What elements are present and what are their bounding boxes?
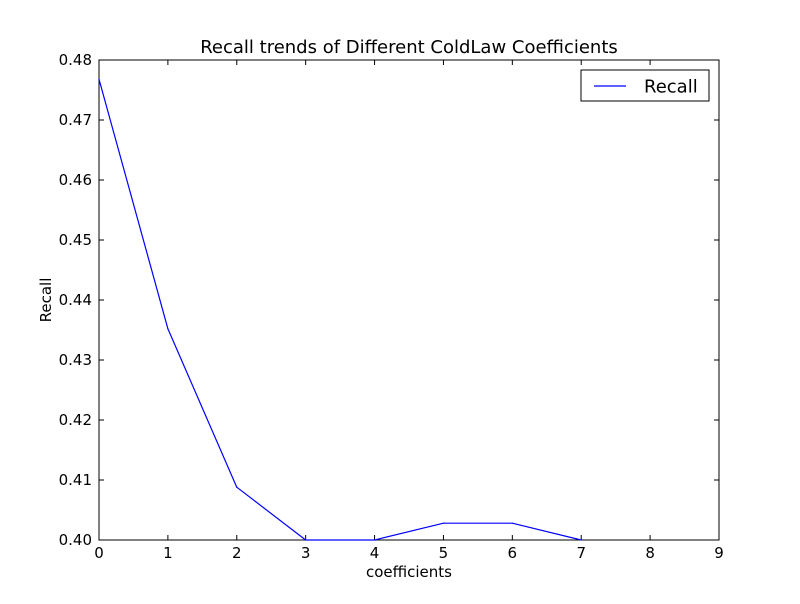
data-point	[236, 486, 238, 488]
x-tick-label: 0	[94, 544, 104, 562]
x-tick-label: 9	[714, 544, 724, 562]
y-axis-label: Recall	[37, 278, 55, 323]
x-tick-label: 8	[645, 544, 655, 562]
y-tick-label: 0.45	[59, 231, 92, 249]
data-point	[511, 522, 513, 524]
x-tick-label: 6	[508, 544, 518, 562]
y-tick-label: 0.46	[59, 171, 92, 189]
data-point	[98, 78, 100, 80]
data-point	[305, 539, 307, 541]
y-tick-label: 0.44	[59, 291, 92, 309]
legend: Recall	[580, 69, 710, 102]
y-tick-label: 0.41	[59, 471, 92, 489]
data-point	[580, 539, 582, 541]
plot-area	[98, 59, 720, 541]
x-tick-label: 3	[301, 544, 311, 562]
y-axis: 0.40 0.41 0.42 0.43 0.44 0.45 0.46 0.47 0.48	[59, 51, 719, 549]
y-tick-label: 0.47	[59, 111, 92, 129]
y-tick-label: 0.42	[59, 411, 92, 429]
chart-title: Recall trends of Different ColdLaw Coeff…	[200, 37, 618, 58]
y-tick-label: 0.43	[59, 351, 92, 369]
data-point	[373, 539, 376, 541]
x-axis: 0 1 2 3 4 5 6 7 8 9	[94, 60, 724, 562]
data-point	[442, 522, 445, 524]
series-line-recall	[98, 79, 582, 541]
x-axis-label: coefficients	[366, 563, 452, 581]
x-tick-label: 2	[232, 544, 242, 562]
series-layer	[98, 78, 582, 541]
data-point	[167, 328, 169, 330]
x-tick-label: 5	[439, 544, 449, 562]
legend-label: Recall	[644, 77, 698, 98]
y-tick-label: 0.48	[59, 51, 92, 69]
x-tick-label: 1	[163, 544, 173, 562]
y-tick-label: 0.40	[59, 531, 92, 549]
x-tick-label: 7	[576, 544, 586, 562]
x-tick-label: 4	[370, 544, 380, 562]
